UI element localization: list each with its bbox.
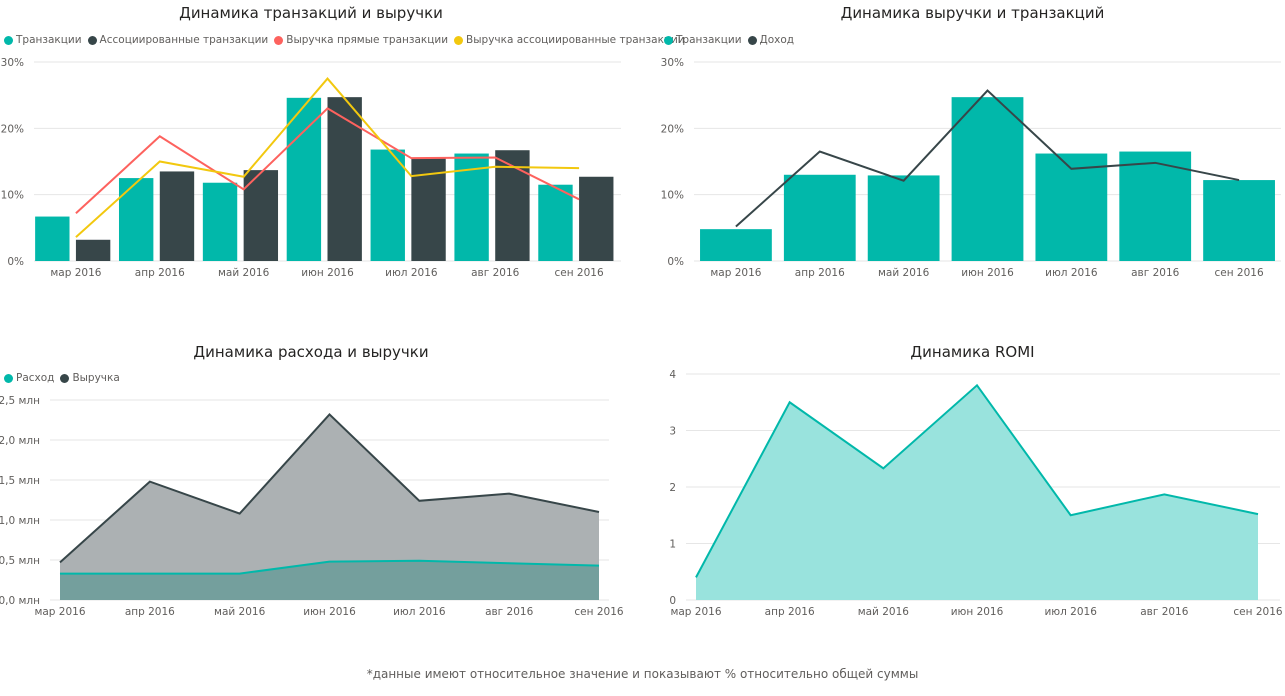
bar — [579, 176, 614, 261]
x-tick-label: апр 2016 — [765, 606, 815, 618]
x-tick-label: июл 2016 — [1045, 267, 1098, 279]
x-tick-label: сен 2016 — [1233, 606, 1282, 618]
legend-dot-icon — [664, 35, 673, 45]
chart-plot: 0% 10% 20% 30% мар 2016 апр 2016 май 2016 июн 2… — [1, 57, 621, 279]
y-tick-label: 2 — [669, 482, 676, 494]
bar — [35, 216, 70, 261]
x-tick-label: авг 2016 — [471, 267, 520, 279]
x-tick-label: авг 2016 — [1131, 267, 1180, 279]
legend-dot-icon — [747, 35, 757, 45]
legend-dot-icon — [4, 35, 13, 45]
y-tick-label: 0,5 млн — [0, 555, 40, 567]
x-tick-label: апр 2016 — [135, 267, 185, 279]
chart-plot: 0,0 млн 0,5 млн 1,0 млн 1,5 млн 2,0 млн 2,5 м… — [0, 395, 624, 618]
bar — [370, 149, 405, 261]
series-area — [696, 385, 1258, 600]
x-tick-label: сен 2016 — [1214, 267, 1263, 279]
y-tick-label: 20% — [1, 123, 24, 135]
x-tick-label: апр 2016 — [125, 606, 175, 618]
x-tick-label: июн 2016 — [951, 606, 1004, 618]
x-tick-label: авг 2016 — [485, 606, 534, 618]
y-tick-label: 20% — [661, 123, 684, 135]
bar — [783, 174, 856, 261]
y-tick-label: 4 — [669, 369, 676, 381]
y-tick-label: 1,5 млн — [0, 475, 40, 487]
y-tick-label: 0% — [667, 256, 684, 268]
legend-item[interactable]: Расход — [4, 372, 54, 384]
bar — [538, 184, 573, 261]
bar — [1203, 180, 1275, 261]
x-tick-label: сен 2016 — [554, 267, 603, 279]
legend-item[interactable]: Доход — [747, 34, 794, 46]
legend-dot-icon — [87, 35, 97, 45]
chart-title: Динамика транзакций и выручки — [179, 4, 443, 22]
bar — [202, 182, 238, 261]
x-tick-label: июл 2016 — [385, 267, 438, 279]
y-tick-label: 0,0 млн — [0, 595, 40, 607]
chart-legend: Транзакции Доход — [664, 34, 800, 46]
bar — [1035, 153, 1108, 261]
bar — [1119, 151, 1192, 261]
x-tick-label: мар 2016 — [670, 606, 721, 618]
x-tick-label: мар 2016 — [50, 267, 101, 279]
x-tick-label: мар 2016 — [34, 606, 85, 618]
legend-item[interactable]: Выручка прямые транзакции — [274, 34, 448, 46]
legend-dot-icon — [274, 35, 284, 45]
x-tick-label: авг 2016 — [1140, 606, 1189, 618]
chart-title: Динамика расхода и выручки — [193, 343, 429, 361]
x-tick-label: апр 2016 — [795, 267, 845, 279]
chart-legend: Транзакции Ассоциированные транзакции Вы… — [4, 34, 691, 46]
y-tick-label: 10% — [661, 190, 684, 202]
legend-dot-icon — [60, 373, 70, 383]
x-tick-label: июн 2016 — [303, 606, 356, 618]
bar — [700, 229, 772, 261]
legend-dot-icon — [454, 35, 464, 45]
series-area — [60, 560, 599, 600]
y-tick-label: 1,0 млн — [0, 515, 40, 527]
y-tick-label: 0% — [7, 256, 24, 268]
chart-title: Динамика выручки и транзакций — [840, 4, 1105, 22]
y-tick-label: 1 — [669, 539, 676, 551]
x-tick-label: мар 2016 — [710, 267, 761, 279]
x-tick-label: май 2016 — [858, 606, 910, 618]
y-tick-label: 2,0 млн — [0, 435, 40, 447]
chart-plot: 0% 10% 20% 30% мар 2016 апр 2016 май 2016 июн 2… — [661, 57, 1281, 279]
y-tick-label: 30% — [661, 57, 684, 69]
legend-item[interactable]: Выручка — [60, 372, 120, 384]
x-tick-label: июл 2016 — [1044, 606, 1097, 618]
legend-dot-icon — [4, 373, 13, 383]
y-tick-label: 10% — [1, 190, 24, 202]
bar — [951, 97, 1024, 261]
bar — [495, 150, 530, 261]
bar — [286, 97, 322, 261]
x-tick-label: май 2016 — [214, 606, 266, 618]
footnote: *данные имеют относительное значение и п… — [366, 667, 919, 681]
legend-item[interactable]: Ассоциированные транзакции — [87, 34, 268, 46]
legend-item[interactable]: Выручка ассоциированные транзакции — [454, 34, 685, 46]
bar — [159, 171, 195, 261]
y-tick-label: 2,5 млн — [0, 395, 40, 407]
y-tick-label: 3 — [669, 426, 676, 438]
series-area — [60, 414, 599, 600]
x-tick-label: май 2016 — [878, 267, 930, 279]
bar — [243, 170, 279, 261]
x-tick-label: июн 2016 — [961, 267, 1014, 279]
y-tick-label: 0 — [669, 595, 676, 607]
bar — [867, 175, 940, 261]
legend-item[interactable]: Транзакции — [664, 34, 742, 46]
x-tick-label: май 2016 — [218, 267, 270, 279]
chart-title: Динамика ROMI — [910, 343, 1035, 361]
y-tick-label: 30% — [1, 57, 24, 69]
bar — [75, 239, 111, 261]
legend-item[interactable]: Транзакции — [4, 34, 82, 46]
chart-legend: Расход Выручка — [4, 372, 126, 384]
x-tick-label: июн 2016 — [301, 267, 354, 279]
x-tick-label: сен 2016 — [574, 606, 623, 618]
x-tick-label: июл 2016 — [393, 606, 446, 618]
